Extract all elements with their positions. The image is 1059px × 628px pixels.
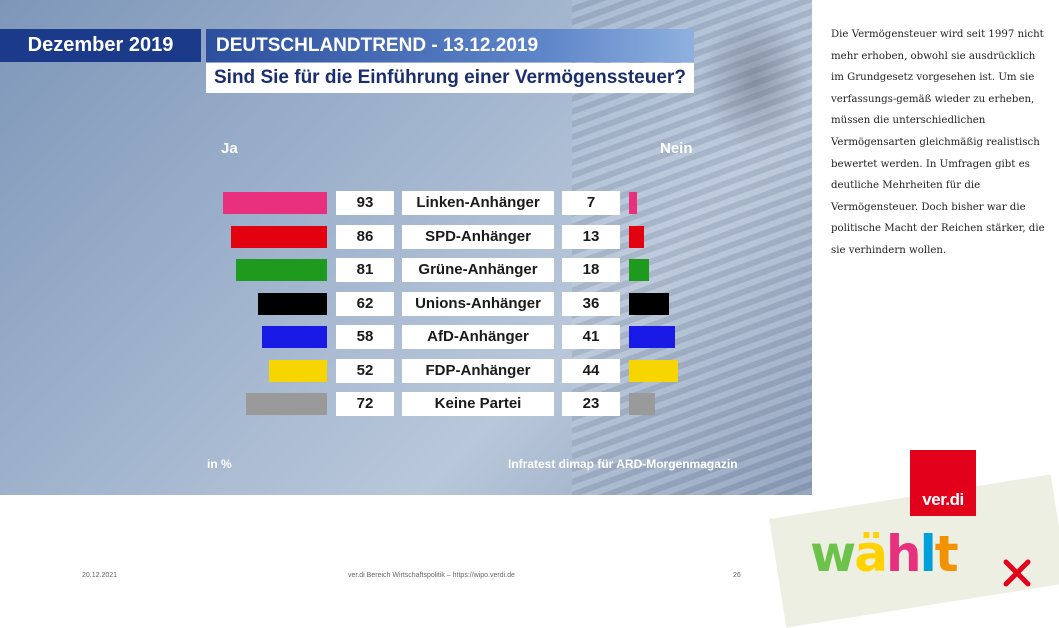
party-label: SPD-Anhänger (402, 224, 554, 249)
label-no: Nein (660, 140, 693, 157)
value-yes: 86 (336, 224, 394, 249)
bar-no (629, 393, 655, 415)
cross-icon (1003, 559, 1031, 587)
party-label: AfD-Anhänger (402, 325, 554, 349)
footer-center: ver.di Bereich Wirtschaftspolitik – http… (348, 572, 515, 579)
bar-no (629, 326, 675, 348)
source-label: Infratest dimap für ARD-Morgenmagazin (508, 457, 738, 471)
bar-no (629, 292, 670, 315)
bar-yes (230, 225, 327, 248)
party-label: Linken-Anhänger (402, 191, 554, 215)
waehlt-letter: w (810, 525, 856, 583)
party-label: FDP-Anhänger (402, 358, 554, 383)
label-yes: Ja (221, 140, 238, 157)
bar-yes (246, 393, 327, 415)
value-no: 44 (562, 358, 620, 383)
value-yes: 72 (336, 392, 394, 416)
waehlt-letter: t (934, 525, 959, 583)
value-yes: 62 (336, 291, 394, 316)
party-label: Grüne-Anhänger (402, 258, 554, 282)
value-no: 41 (562, 325, 620, 349)
waehlt-letter: l (919, 525, 937, 583)
bar-yes (222, 192, 327, 214)
bar-no (629, 225, 644, 248)
bar-yes (257, 292, 327, 315)
header-trend: DEUTSCHLANDTREND - 13.12.2019 (206, 29, 694, 62)
bar-no (629, 192, 637, 214)
value-no: 13 (562, 224, 620, 249)
unit-label: in % (207, 457, 232, 471)
waehlt-wordmark: wählt (810, 524, 959, 584)
value-no: 18 (562, 258, 620, 282)
chart-panel: Dezember 2019 DEUTSCHLANDTREND - 13.12.2… (0, 0, 812, 495)
eagle-decoration (700, 10, 810, 150)
value-no: 23 (562, 392, 620, 416)
footer-date: 20.12.2021 (82, 572, 118, 579)
verdi-waehlt-logo: ver.di wählt (769, 440, 1059, 628)
value-yes: 93 (336, 191, 394, 215)
party-label: Unions-Anhänger (402, 291, 554, 316)
bar-no (629, 259, 650, 281)
bar-yes (262, 326, 327, 348)
header-month: Dezember 2019 (0, 29, 201, 62)
party-label: Keine Partei (402, 392, 554, 416)
footer-page: 26 (733, 572, 741, 579)
value-yes: 52 (336, 358, 394, 383)
value-no: 36 (562, 291, 620, 316)
waehlt-letter: h (885, 525, 922, 583)
side-text: Die Vermögensteuer wird seit 1997 nicht … (831, 29, 1045, 256)
value-yes: 81 (336, 258, 394, 282)
waehlt-letter: ä (854, 525, 888, 583)
value-no: 7 (562, 191, 620, 215)
bar-no (629, 359, 679, 382)
value-yes: 58 (336, 325, 394, 349)
chart-question: Sind Sie für die Einführung einer Vermög… (206, 63, 694, 93)
verdi-logo: ver.di (910, 450, 976, 516)
bar-yes (236, 259, 327, 281)
bar-yes (268, 359, 327, 382)
